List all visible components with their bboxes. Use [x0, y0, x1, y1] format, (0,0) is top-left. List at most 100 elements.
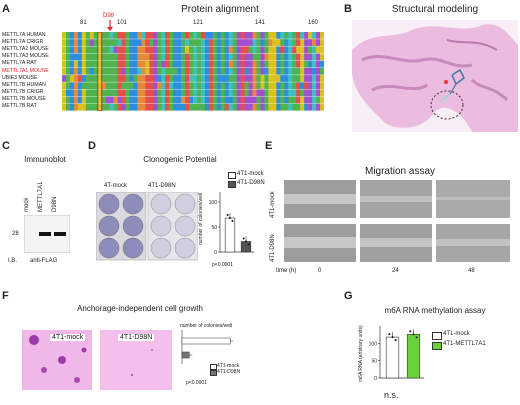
alignment-cell	[240, 75, 245, 82]
alignment-cell	[113, 67, 118, 75]
alignment-cell	[109, 67, 114, 75]
alignment-cell	[89, 67, 95, 75]
alignment-cell	[292, 82, 297, 90]
species-6: UBIE3 MOUSE	[2, 74, 38, 81]
alignment-cell	[212, 82, 218, 90]
alignment-cell	[69, 46, 75, 54]
alignment-cell	[316, 67, 321, 75]
alignment-cell	[97, 39, 102, 46]
alignment-cell	[224, 32, 230, 39]
alignment-cell	[200, 103, 206, 111]
soft-agar-axis-title: number of colonies/well	[180, 323, 233, 329]
alignment-cell	[204, 89, 210, 97]
alignment-cell	[304, 103, 309, 111]
alignment-cell	[240, 46, 245, 54]
alignment-cell	[204, 82, 210, 90]
alignment-cell	[73, 60, 79, 68]
alignment-cell	[121, 103, 126, 111]
alignment-cell	[121, 67, 126, 75]
alignment-cell	[97, 89, 102, 97]
alignment-cell	[169, 32, 174, 39]
alignment-cell	[93, 53, 99, 61]
alignment-cell	[216, 67, 222, 75]
alignment-cell	[292, 96, 297, 104]
alignment-cell	[185, 75, 190, 82]
alignment-cell	[89, 103, 95, 111]
alignment-cell	[204, 60, 210, 68]
alignment-cell	[185, 96, 190, 104]
alignment-cell	[137, 75, 142, 82]
alignment-cell	[113, 60, 118, 68]
alignment-cell	[300, 46, 305, 54]
alignment-cell	[177, 60, 182, 68]
alignment-cell	[81, 75, 87, 82]
clono-ylabel: number of colonies/well	[198, 192, 204, 245]
alignment-cell	[189, 60, 194, 68]
alignment-cell	[93, 32, 99, 39]
alignment-cell	[73, 75, 79, 82]
alignment-cell	[145, 67, 150, 75]
alignment-cell	[129, 82, 134, 90]
alignment-cell	[280, 82, 285, 90]
alignment-cell	[181, 103, 186, 111]
alignment-cell	[177, 53, 182, 61]
alignment-cell	[256, 103, 261, 111]
alignment-cell	[272, 32, 277, 39]
alignment-cell	[141, 39, 146, 46]
image-label-mock: 4T1-mock	[50, 334, 86, 341]
alignment-cell	[200, 82, 206, 90]
alignment-cell	[89, 46, 95, 54]
alignment-cell	[300, 60, 305, 68]
alignment-cell	[200, 96, 206, 104]
alignment-cell	[196, 60, 202, 68]
data-point	[391, 336, 394, 339]
alignment-cell	[189, 82, 194, 90]
alignment-cell	[77, 32, 83, 39]
alignment-cell	[189, 75, 194, 82]
alignment-cell	[240, 82, 245, 90]
alignment-cell	[117, 96, 122, 104]
alignment-cell	[62, 89, 67, 97]
alignment-cell	[185, 32, 190, 39]
alignment-cell	[141, 89, 146, 97]
species-7: METTL7B HUMAN	[2, 81, 46, 88]
time-0: 0	[318, 268, 322, 274]
alignment-cell	[145, 96, 150, 104]
alignment-cell	[129, 67, 134, 75]
alignment-cell	[292, 39, 297, 46]
alignment-cell	[89, 39, 95, 46]
alignment-cell	[320, 46, 324, 54]
alignment-cell	[141, 103, 146, 111]
alignment-cell	[121, 89, 126, 97]
y-tick-label: 0	[374, 376, 377, 382]
alignment-cell	[121, 75, 126, 82]
alignment-cell	[157, 96, 162, 104]
m6a-legend-swatch-mettl7a1	[432, 342, 442, 350]
alignment-cell	[244, 39, 249, 46]
alignment-cell	[256, 82, 261, 90]
alignment-cell	[252, 60, 257, 68]
alignment-cell	[193, 75, 198, 82]
alignment-cell	[89, 60, 95, 68]
species-3: METTL7A3 MOUSE	[2, 53, 49, 60]
alignment-cell	[65, 103, 71, 111]
alignment-cell	[77, 67, 83, 75]
alignment-cell	[264, 53, 269, 61]
alignment-cell	[272, 103, 277, 111]
alignment-cell	[260, 67, 265, 75]
alignment-cell	[276, 60, 281, 68]
alignment-cell	[113, 103, 118, 111]
alignment-cell	[165, 103, 170, 111]
alignment-cell	[149, 96, 154, 104]
alignment-cell	[77, 53, 83, 61]
alignment-cell	[248, 60, 253, 68]
alignment-cell	[189, 53, 194, 61]
alignment-cell	[224, 82, 230, 90]
alignment-cell	[161, 67, 166, 75]
alignment-cell	[133, 39, 138, 46]
alignment-cell	[62, 96, 67, 104]
alignment-cell	[97, 67, 102, 75]
alignment-cell	[177, 75, 182, 82]
alignment-cell	[280, 46, 285, 54]
alignment-cell	[97, 96, 102, 104]
